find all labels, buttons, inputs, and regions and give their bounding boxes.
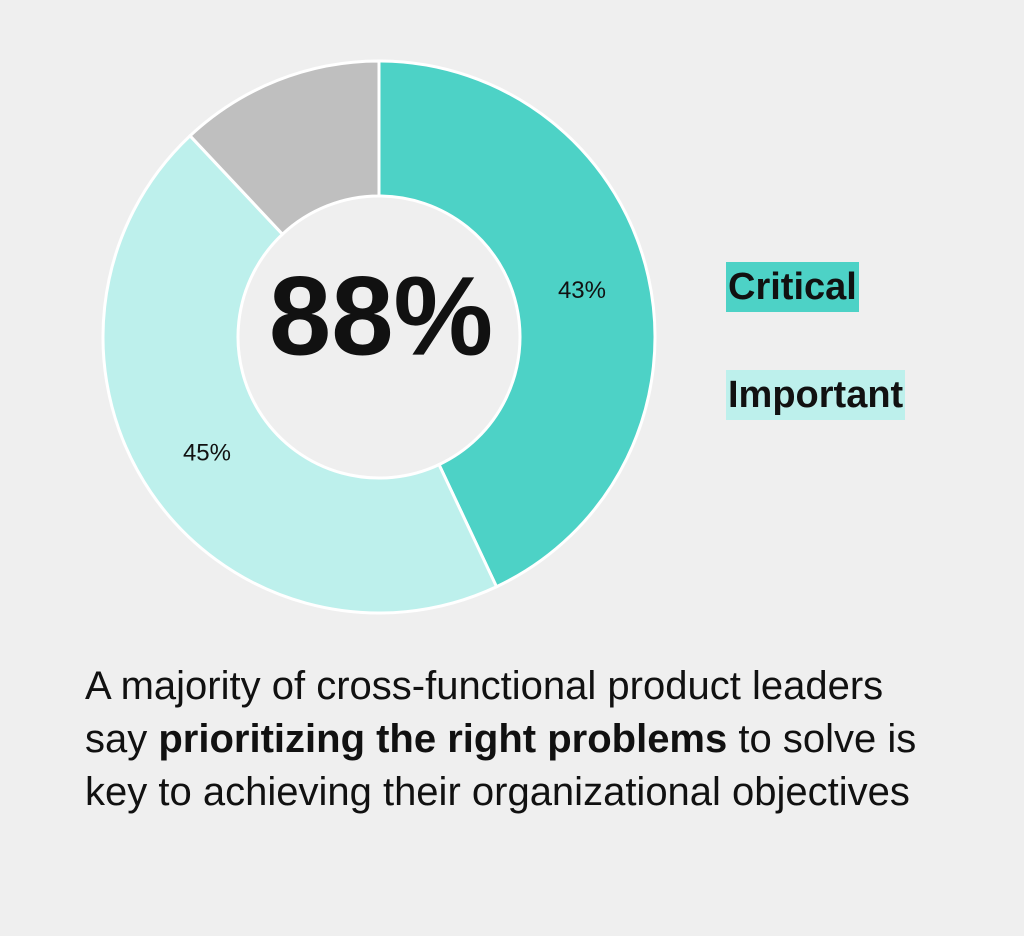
donut-slice (377, 59, 657, 589)
caption-text: to solve is key to achieving their organ… (85, 717, 917, 814)
legend-entry: Important (726, 370, 906, 420)
caption-emphasis: prioritizing the right problems (158, 717, 728, 761)
value-label: 43% (558, 277, 606, 304)
donut-chart: 88% 43% 45% (101, 59, 657, 615)
caption-text: A majority of cross-functional product l… (85, 664, 884, 761)
center-label: 88% (269, 254, 493, 379)
donut-slice (101, 133, 499, 615)
caption: A majority of cross-functional product l… (85, 660, 945, 819)
donut-slice (187, 59, 381, 237)
value-label: 45% (183, 439, 231, 466)
legend-entry: Critical (726, 262, 859, 312)
